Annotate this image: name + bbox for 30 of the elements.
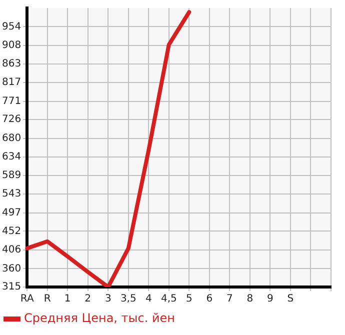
x-tick-label: 8 [246,294,254,305]
x-tick-label: 9 [267,294,274,305]
y-tick-label: 315 [2,282,22,293]
x-tick-label: 4,5 [160,294,177,305]
y-tick-label: 497 [2,207,22,218]
y-tick-label: 589 [2,170,22,181]
x-tick-label: 7 [226,294,233,305]
y-tick-label: 771 [2,96,22,107]
y-tick-label: 817 [2,77,22,88]
x-tick-label: S [287,294,294,305]
x-tick-label: RA [20,294,34,305]
x-tick-label: 4 [145,294,152,305]
y-tick-label: 406 [2,244,22,256]
x-tick-label: 3 [104,294,112,305]
y-tick-label: 908 [2,40,22,52]
y-tick-label: 452 [2,226,22,237]
y-tick-label: 954 [2,21,22,32]
y-tick-label: 680 [2,132,22,144]
x-tick-label: 6 [206,294,213,305]
x-tick-label: 3,5 [120,294,136,305]
legend-label: Средняя Цена, тыс. йен [24,311,176,326]
y-tick-label: 726 [2,114,22,126]
x-tick-label: 5 [186,294,192,305]
y-tick-label: 634 [2,152,22,163]
y-tick-label: 543 [2,188,22,200]
x-tick-label: 2 [84,294,92,305]
x-tick-label: 1 [64,294,71,305]
y-tick-label: 863 [2,58,22,70]
y-tick-label: 360 [2,263,22,274]
x-tick-label: R [44,294,51,305]
